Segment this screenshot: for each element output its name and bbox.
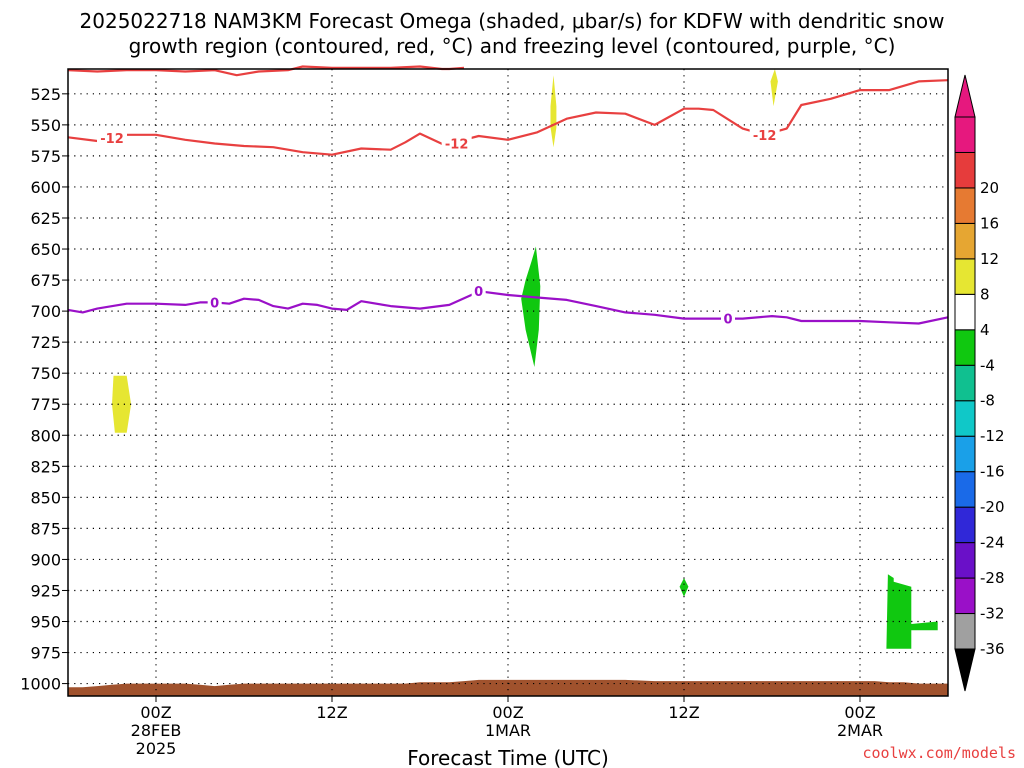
colorbar-bin-5	[954, 435, 976, 473]
colorbar-label--8: -8	[980, 392, 995, 410]
x-tick-label-0-0: 00Z	[140, 703, 171, 722]
colorbar-label--12: -12	[980, 427, 1005, 445]
contour-line-2	[67, 290, 949, 325]
colorbar-bin-11	[954, 222, 976, 260]
colorbar-bin-8	[954, 329, 976, 366]
y-tick-label-550: 550	[30, 116, 61, 135]
x-tick-label-0-2: 2025	[136, 739, 177, 758]
contour-label-bg-2-1	[471, 283, 486, 300]
contour-label-bg-2-2	[721, 310, 735, 327]
colorbar-label-20: 20	[980, 179, 999, 197]
colorbar-over-triangle	[954, 74, 976, 118]
omega-shaded-regions	[112, 69, 938, 649]
x-axis-label: Forecast Time (UTC)	[407, 746, 609, 768]
x-tick-label-4-0: 00Z	[844, 703, 875, 722]
y-tick-label-675: 675	[30, 271, 61, 290]
contour-label-0-0: -12	[100, 132, 124, 147]
y-tick-label-650: 650	[30, 240, 61, 259]
contour-label-0-1: -12	[445, 137, 469, 152]
y-tick-label-1000: 1000	[20, 675, 61, 694]
colorbar-label--20: -20	[980, 498, 1005, 516]
contour-label-bg-2-0	[207, 294, 222, 311]
contour-label-2-1: 0	[474, 285, 483, 300]
chart-title-line-2: growth region (contoured, red, °C) and f…	[129, 34, 896, 58]
colorbar-bin-9	[954, 293, 976, 331]
y-tick-label-575: 575	[30, 147, 61, 166]
contour-labels: -12 -12 -12 0 0 0	[97, 126, 780, 328]
y-tick-label-925: 925	[30, 581, 61, 600]
colorbar: -36 -32 -28 -24 -20 -16 -12 -8 -4 4 8 12 16 20	[954, 74, 1005, 692]
colorbar-bin-0	[954, 613, 976, 650]
contour-lines	[67, 65, 949, 325]
y-tick-label-800: 800	[30, 426, 61, 445]
colorbar-under-triangle	[954, 648, 976, 692]
colorbar-label-4: 4	[980, 321, 990, 339]
colorbar-bin-14	[954, 116, 976, 153]
contour-line-1	[67, 65, 465, 77]
colorbar-bin-2	[954, 542, 976, 579]
colorbar-label--16: -16	[980, 463, 1005, 481]
omega-region-4	[679, 578, 689, 597]
y-tick-label-825: 825	[30, 457, 61, 476]
chart-title-line-1: 2025022718 NAM3KM Forecast Omega (shaded…	[80, 9, 945, 33]
credit-text: coolwx.com/models	[862, 744, 1016, 762]
x-tick-label-2-0: 00Z	[492, 703, 523, 722]
y-tick-label-525: 525	[30, 85, 61, 104]
colorbar-label--36: -36	[980, 640, 1005, 658]
x-tick-label-1-0: 12Z	[316, 703, 347, 722]
colorbar-bin-13	[954, 151, 976, 189]
contour-label-0-2: -12	[753, 129, 777, 144]
x-tick-label-2-1: 1MAR	[485, 721, 531, 740]
contour-label-bg-0-1	[441, 135, 472, 152]
omega-region-3	[521, 246, 541, 367]
colorbar-bin-4	[954, 471, 976, 508]
colorbar-label--28: -28	[980, 569, 1005, 587]
omega-region-0	[112, 375, 132, 433]
terrain-fill	[68, 679, 948, 696]
y-tick-label-700: 700	[30, 302, 61, 321]
terrain-fill-layer	[68, 679, 948, 696]
y-tick-label-750: 750	[30, 364, 61, 383]
y-tick-label-850: 850	[30, 488, 61, 507]
colorbar-label--4: -4	[980, 356, 995, 374]
contour-label-2-2: 0	[723, 313, 732, 328]
plot-area	[68, 69, 948, 696]
omega-region-2	[770, 69, 778, 107]
y-tick-label-950: 950	[30, 613, 61, 632]
contour-label-bg-0-2	[749, 126, 780, 143]
y-tick-label-875: 875	[30, 519, 61, 538]
colorbar-bin-3	[954, 506, 976, 544]
colorbar-bin-6	[954, 400, 976, 437]
y-axis: 525 550 575 600 625 650 675 700 725 750 775 800 825 8…	[20, 85, 68, 694]
contour-label-bg-0-0	[97, 129, 127, 146]
x-tick-label-4-1: 2MAR	[837, 721, 883, 740]
contour-label-2-0: 0	[210, 296, 219, 311]
omega-region-1	[550, 75, 557, 148]
y-tick-label-725: 725	[30, 333, 61, 352]
y-tick-label-775: 775	[30, 395, 61, 414]
y-tick-label-600: 600	[30, 178, 61, 197]
colorbar-label-16: 16	[980, 214, 999, 232]
colorbar-label-12: 12	[980, 250, 999, 268]
x-tick-label-3-0: 12Z	[668, 703, 699, 722]
colorbar-label--24: -24	[980, 534, 1005, 552]
colorbar-label-8: 8	[980, 285, 990, 303]
colorbar-bin-12	[954, 187, 976, 224]
contour-line-0	[67, 79, 949, 156]
y-tick-label-900: 900	[30, 550, 61, 569]
y-tick-label-975: 975	[30, 644, 61, 663]
y-tick-label-625: 625	[30, 209, 61, 228]
colorbar-label--32: -32	[980, 605, 1005, 623]
colorbar-bin-1	[954, 577, 976, 615]
colorbar-bin-10	[954, 258, 976, 295]
colorbar-bin-7	[954, 364, 976, 402]
x-tick-label-0-1: 28FEB	[131, 721, 182, 740]
omega-region-5	[886, 574, 938, 649]
